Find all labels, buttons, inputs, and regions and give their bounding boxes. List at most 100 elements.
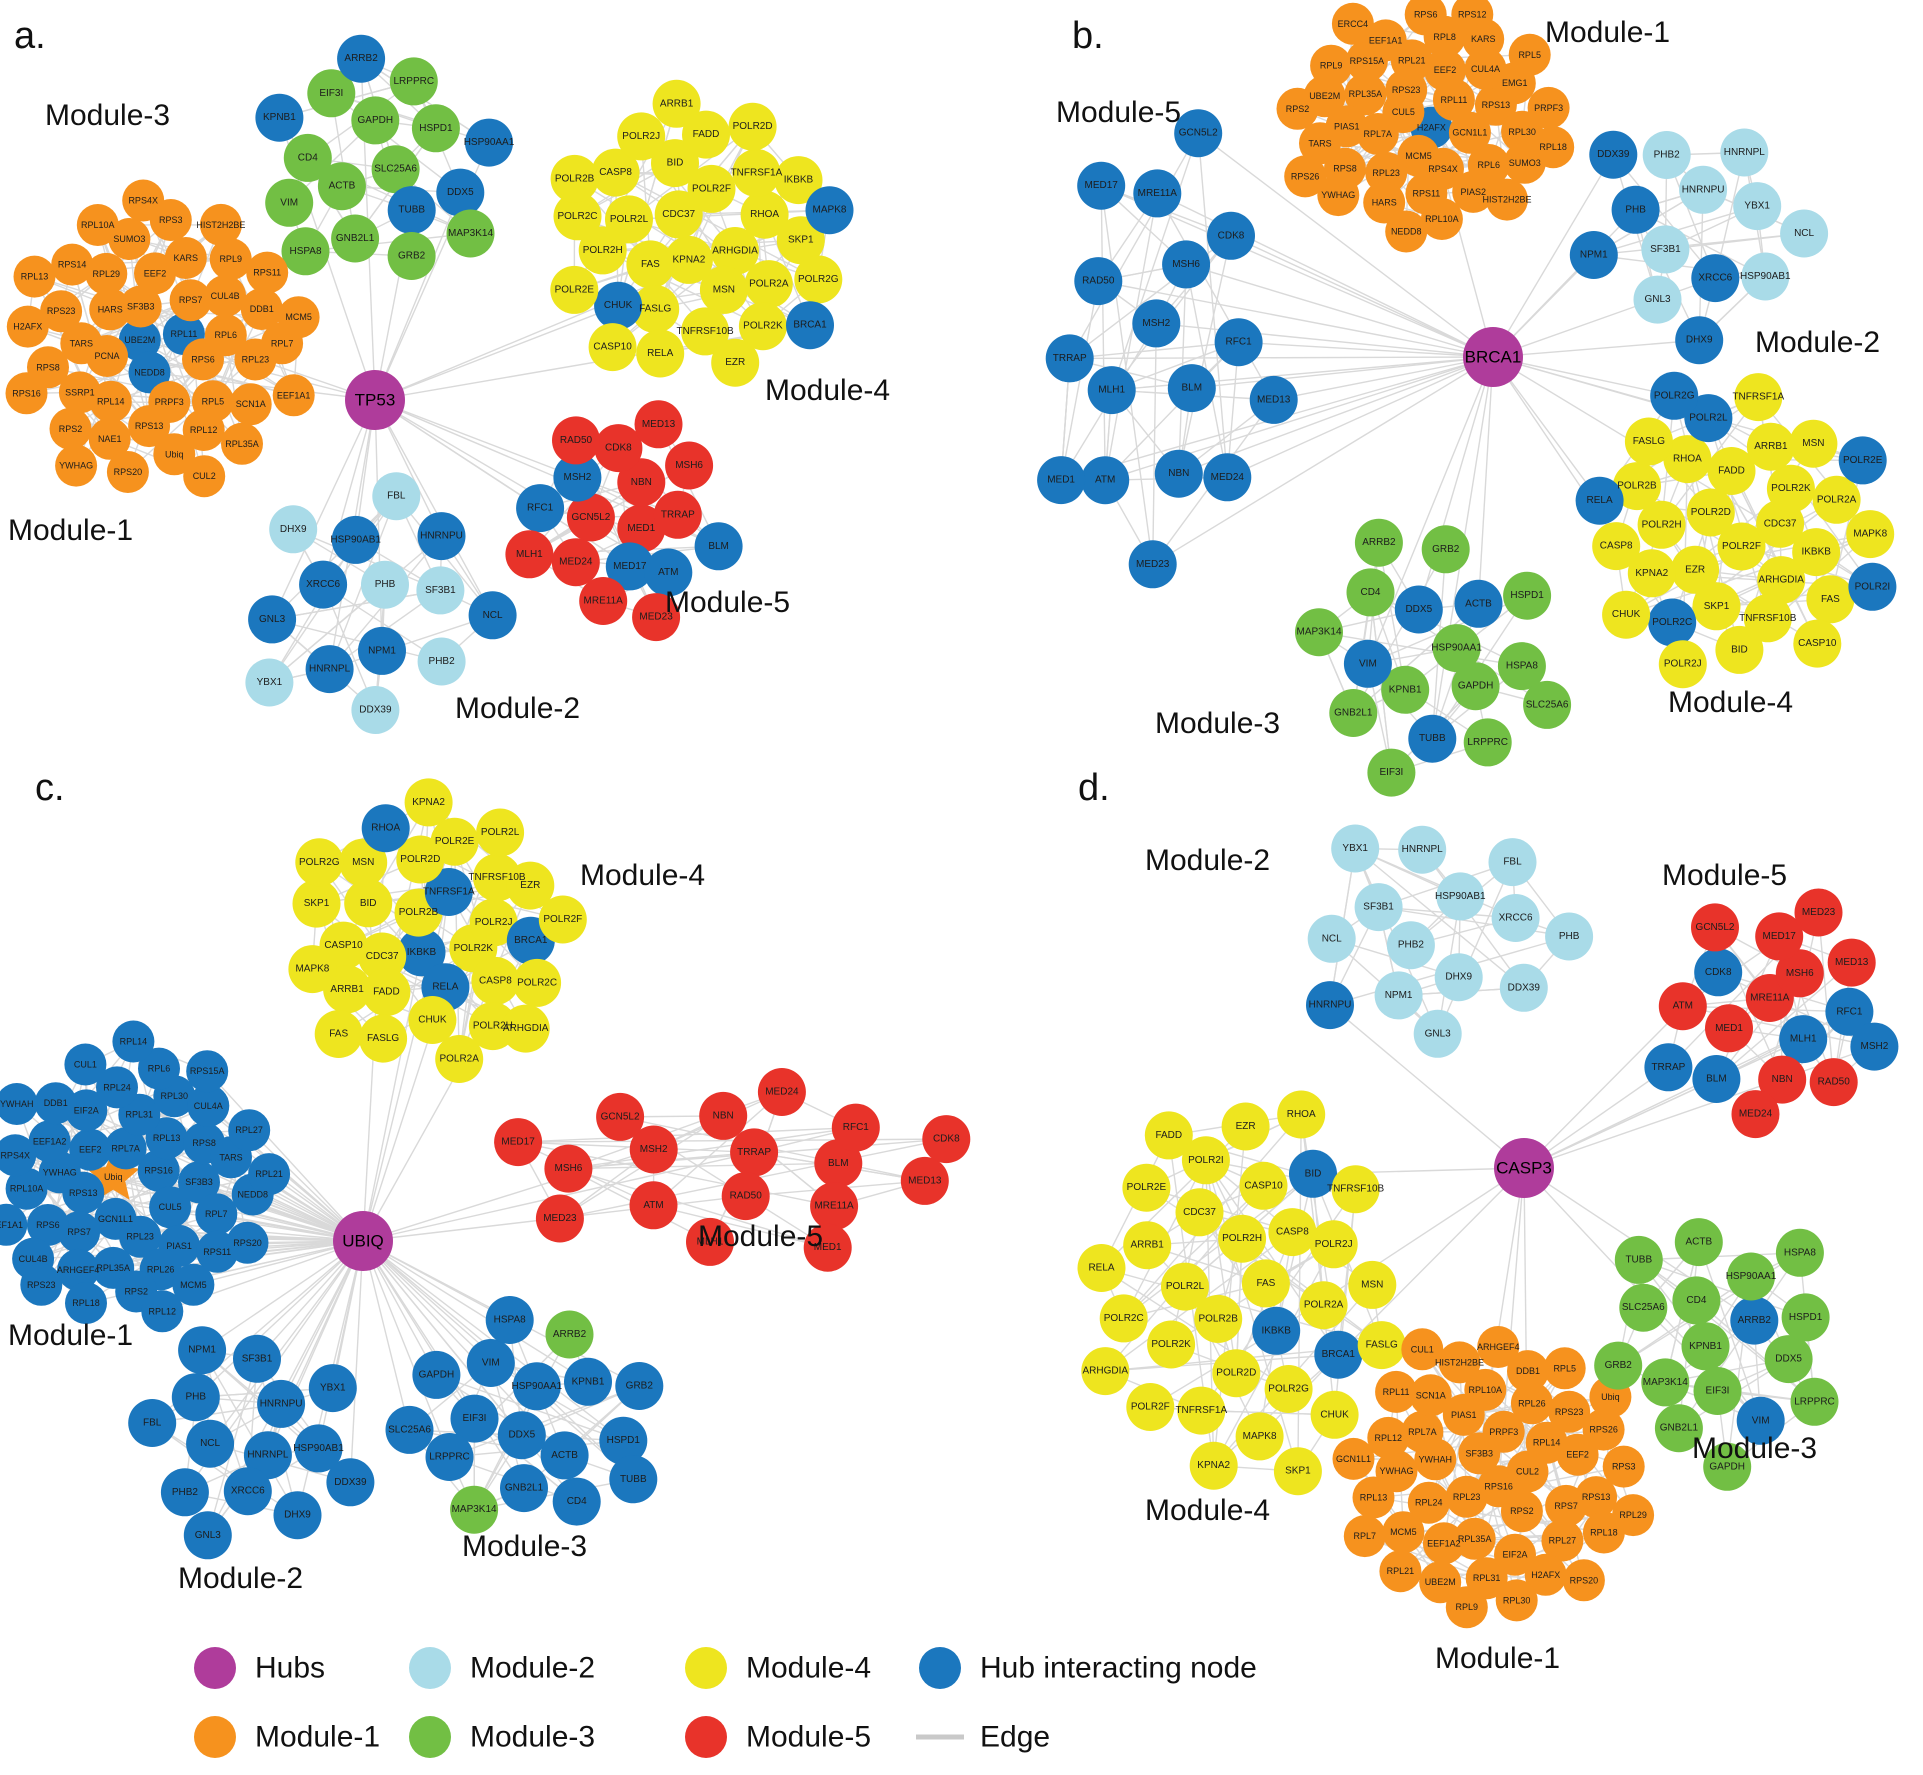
node-CD4 (552, 1477, 601, 1526)
node-HSPA8 (281, 227, 330, 276)
node-SKP1 (1273, 1447, 1322, 1496)
node-EZR (506, 861, 555, 910)
node-MSH2 (629, 1125, 678, 1174)
node-GRB2 (1594, 1341, 1643, 1390)
node-RPS26 (1582, 1408, 1625, 1451)
node-MED1 (1705, 1004, 1753, 1053)
edge (1104, 193, 1158, 481)
node-MCM5 (1382, 1511, 1425, 1554)
module-label-c-Module-5: Module-5 (698, 1220, 823, 1253)
node-NPM1 (1374, 971, 1423, 1020)
node-PHB2 (1642, 131, 1691, 179)
module-label-b-Module-2: Module-2 (1755, 326, 1880, 359)
node-FBL (128, 1399, 177, 1447)
node-NEDD8 (1385, 210, 1428, 253)
node-RPL12 (182, 409, 225, 451)
node-SLC25A6 (1619, 1283, 1668, 1332)
node-RPL26 (1510, 1382, 1553, 1425)
node-ACTB (540, 1431, 589, 1480)
node-RFC1 (1214, 318, 1263, 367)
node-POLR2K (1147, 1320, 1196, 1369)
node-RFC1 (831, 1103, 880, 1152)
hub-label-TP53: TP53 (355, 391, 396, 410)
node-KPNB1 (1681, 1322, 1730, 1371)
node-KPNA2 (404, 778, 453, 827)
node-RHOA (361, 804, 410, 853)
node-YWHAG (55, 444, 98, 487)
node-RPL12 (1367, 1416, 1410, 1459)
edge (1378, 542, 1406, 690)
node-POLR2B (550, 154, 599, 203)
node-HSP90AB1 (331, 515, 380, 564)
node-MLH1 (1087, 366, 1136, 415)
node-MLH1 (686, 1217, 734, 1266)
node-SF3B1 (1354, 883, 1403, 932)
node-POLR2B (1613, 462, 1661, 511)
node-RAD50 (1074, 257, 1123, 306)
node-KPNA2 (1627, 549, 1676, 598)
hub-edge (1152, 356, 1494, 565)
node-RPL5 (1543, 1347, 1586, 1390)
node-PRPF3 (1527, 86, 1570, 129)
node-RPL24 (96, 1066, 138, 1109)
hub-edge (374, 399, 578, 479)
node-ATM (1081, 456, 1130, 505)
node-BID (344, 879, 393, 928)
node-RPL23 (119, 1215, 162, 1258)
node-POLR2J (617, 112, 666, 161)
node-DDX5 (1764, 1335, 1813, 1384)
hub-edge (362, 1240, 589, 1383)
node-GNL3 (1413, 1009, 1462, 1058)
legend-item-4: Module-1 (194, 1716, 380, 1758)
node-RAD50 (552, 416, 600, 465)
node-SLC25A6 (385, 1405, 434, 1454)
node-ARHGEF4 (1477, 1326, 1520, 1368)
hub-label-BRCA1: BRCA1 (1465, 348, 1522, 367)
node-CUL2 (183, 455, 226, 498)
node-HNRNPU (257, 1379, 306, 1428)
node-HSPA8 (1497, 642, 1546, 691)
node-DDX39 (1499, 963, 1548, 1012)
module-label-c-Module-3: Module-3 (462, 1530, 587, 1563)
node-SF3B1 (233, 1334, 281, 1383)
node-RPS4X (122, 179, 165, 222)
edge (1421, 849, 1525, 989)
node-RPS2 (1276, 87, 1319, 130)
node-RPS6 (1404, 0, 1447, 36)
node-PHB2 (417, 637, 466, 686)
edge (329, 614, 493, 670)
node-TNFRSF10B (1331, 1165, 1380, 1214)
legend-item-5: Module-3 (409, 1716, 595, 1758)
node-IKBKB (774, 156, 823, 205)
module-label-d-Module-4: Module-4 (1145, 1494, 1270, 1527)
edge (1354, 847, 1516, 919)
node-POLR2E (1838, 436, 1887, 485)
legend-label-7: Edge (980, 1721, 1050, 1754)
node-YWHAG (1317, 174, 1360, 217)
edge (26, 358, 204, 394)
node-HSP90AA1 (512, 1362, 561, 1411)
legend-swatch-hub (194, 1647, 236, 1689)
legend-label-4: Module-1 (255, 1721, 380, 1754)
node-FADD (1707, 447, 1756, 495)
node-TNFRSF1A (424, 868, 473, 916)
node-RPL27 (228, 1109, 271, 1152)
node-ERCC4 (1331, 2, 1374, 45)
node-RPL10A (1420, 198, 1463, 240)
node-MCM5 (277, 296, 320, 339)
edge (1817, 912, 1835, 1083)
node-KARS (164, 237, 207, 279)
node-MSN (339, 838, 388, 887)
node-EEF1A1 (1364, 19, 1407, 62)
node-RPS26 (1284, 155, 1327, 198)
node-ARRB2 (337, 34, 386, 83)
node-RPL7 (195, 1193, 238, 1236)
panel-label-b: b. (1072, 15, 1104, 57)
node-DDX39 (351, 686, 400, 734)
node-CASP8 (591, 148, 640, 197)
node-POLR2G (295, 838, 344, 887)
node-RPL24 (1407, 1481, 1450, 1524)
node-BRCA1 (1314, 1330, 1363, 1379)
node-MED1 (1037, 456, 1086, 505)
